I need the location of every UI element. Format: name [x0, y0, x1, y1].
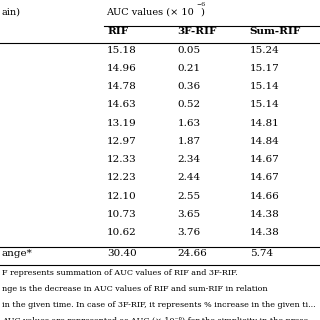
Text: 15.18: 15.18	[107, 46, 137, 55]
Text: 3F-RIF: 3F-RIF	[178, 27, 217, 36]
Text: 12.10: 12.10	[107, 192, 137, 201]
Text: 1.87: 1.87	[178, 137, 201, 146]
Text: 10.73: 10.73	[107, 210, 137, 219]
Text: 14.63: 14.63	[107, 100, 137, 109]
Text: 13.19: 13.19	[107, 119, 137, 128]
Text: 15.14: 15.14	[250, 82, 279, 91]
Text: 0.52: 0.52	[178, 100, 201, 109]
Text: 14.78: 14.78	[107, 82, 137, 91]
Text: 14.81: 14.81	[250, 119, 279, 128]
Text: −6: −6	[197, 2, 206, 7]
Text: 30.40: 30.40	[107, 249, 137, 258]
Text: F represents summation of AUC values of RIF and 3F-RIF.: F represents summation of AUC values of …	[2, 269, 237, 277]
Text: 0.05: 0.05	[178, 46, 201, 55]
Text: 24.66: 24.66	[178, 249, 207, 258]
Text: 14.96: 14.96	[107, 64, 137, 73]
Text: 14.38: 14.38	[250, 210, 279, 219]
Text: 14.84: 14.84	[250, 137, 279, 146]
Text: 2.55: 2.55	[178, 192, 201, 201]
Text: AUC values (× 10: AUC values (× 10	[106, 8, 193, 17]
Text: 2.34: 2.34	[178, 155, 201, 164]
Text: 3.65: 3.65	[178, 210, 201, 219]
Text: nge is the decrease in AUC values of RIF and sum-RIF in relation: nge is the decrease in AUC values of RIF…	[2, 285, 267, 293]
Text: 14.67: 14.67	[250, 173, 279, 182]
Text: 12.23: 12.23	[107, 173, 137, 182]
Text: 5.74: 5.74	[250, 249, 273, 258]
Text: ain): ain)	[2, 8, 20, 17]
Text: 2.44: 2.44	[178, 173, 201, 182]
Text: 12.33: 12.33	[107, 155, 137, 164]
Text: 12.97: 12.97	[107, 137, 137, 146]
Text: 0.36: 0.36	[178, 82, 201, 91]
Text: ): )	[200, 8, 204, 17]
Text: 0.21: 0.21	[178, 64, 201, 73]
Text: AUC values are represented as AUC (× 10⁻⁶) for the simplicity in the prese...: AUC values are represented as AUC (× 10⁻…	[2, 317, 315, 320]
Text: 10.62: 10.62	[107, 228, 137, 237]
Text: 15.14: 15.14	[250, 100, 279, 109]
Text: RIF: RIF	[107, 27, 128, 36]
Text: 15.24: 15.24	[250, 46, 279, 55]
Text: 14.66: 14.66	[250, 192, 279, 201]
Text: in the given time. In case of 3F-RIF, it represents % increase in the given ti..: in the given time. In case of 3F-RIF, it…	[2, 301, 315, 309]
Text: Sum-RIF: Sum-RIF	[250, 27, 301, 36]
Text: 3.76: 3.76	[178, 228, 201, 237]
Text: 1.63: 1.63	[178, 119, 201, 128]
Text: 15.17: 15.17	[250, 64, 279, 73]
Text: 14.67: 14.67	[250, 155, 279, 164]
Text: 14.38: 14.38	[250, 228, 279, 237]
Text: ange*: ange*	[2, 249, 32, 258]
